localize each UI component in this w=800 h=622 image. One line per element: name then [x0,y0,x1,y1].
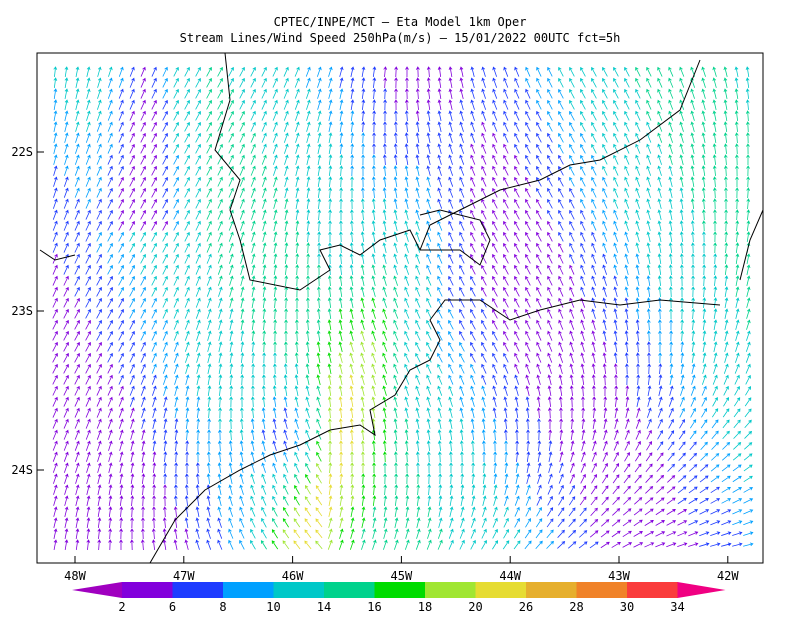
lon-label: 46W [282,569,304,583]
colorbar-box [374,582,426,598]
coastline [39,52,764,564]
lon-label: 43W [608,569,630,583]
lon-label: 44W [499,569,521,583]
lon-label: 45W [391,569,413,583]
colorbar-label: 8 [219,600,226,614]
colorbar: 2 6 8 10 14 16 18 20 26 28 30 34 [72,582,726,614]
colorbar-label: 18 [418,600,432,614]
wind-arrows [53,66,754,550]
subtitle: Stream Lines/Wind Speed 250hPa(m/s) — 15… [180,31,621,45]
colorbar-label: 2 [118,600,125,614]
wind-arrows [282,330,377,550]
colorbar-label: 28 [569,600,583,614]
colorbar-label: 16 [367,600,381,614]
colorbar-box [475,582,527,598]
colorbar-label: 26 [519,600,533,614]
wind-field [52,66,754,551]
colorbar-label: 34 [670,600,684,614]
colorbar-box [526,582,577,598]
wind-arrows [52,66,699,551]
wind-arrows [271,297,388,550]
colorbar-box [425,582,476,598]
wind-arrows [293,374,354,550]
wind-arrows [206,66,751,550]
colorbar-label: 14 [317,600,331,614]
colorbar-end [677,582,726,598]
colorbar-end [72,582,122,598]
plot-frame [36,52,764,564]
colorbar-box [273,582,325,598]
colorbar-box [324,582,375,598]
colorbar-label: 10 [266,600,280,614]
wind-arrows [52,66,743,550]
colorbar-box [576,582,628,598]
colorbar-box [122,582,173,598]
colorbar-label: 6 [169,600,176,614]
lat-label: 22S [11,145,33,159]
colorbar-label: 20 [468,600,482,614]
colorbar-label: 30 [620,600,634,614]
colorbar-box [627,582,678,598]
lat-label: 23S [11,304,33,318]
colorbar-box [172,582,224,598]
colorbar-box [223,582,274,598]
lat-label: 24S [11,463,33,477]
title: CPTEC/INPE/MCT — Eta Model 1km Oper [274,15,527,29]
lon-label: 42W [717,569,739,583]
lon-label: 47W [173,569,195,583]
wind-arrows [53,66,753,550]
lon-label: 48W [64,569,86,583]
